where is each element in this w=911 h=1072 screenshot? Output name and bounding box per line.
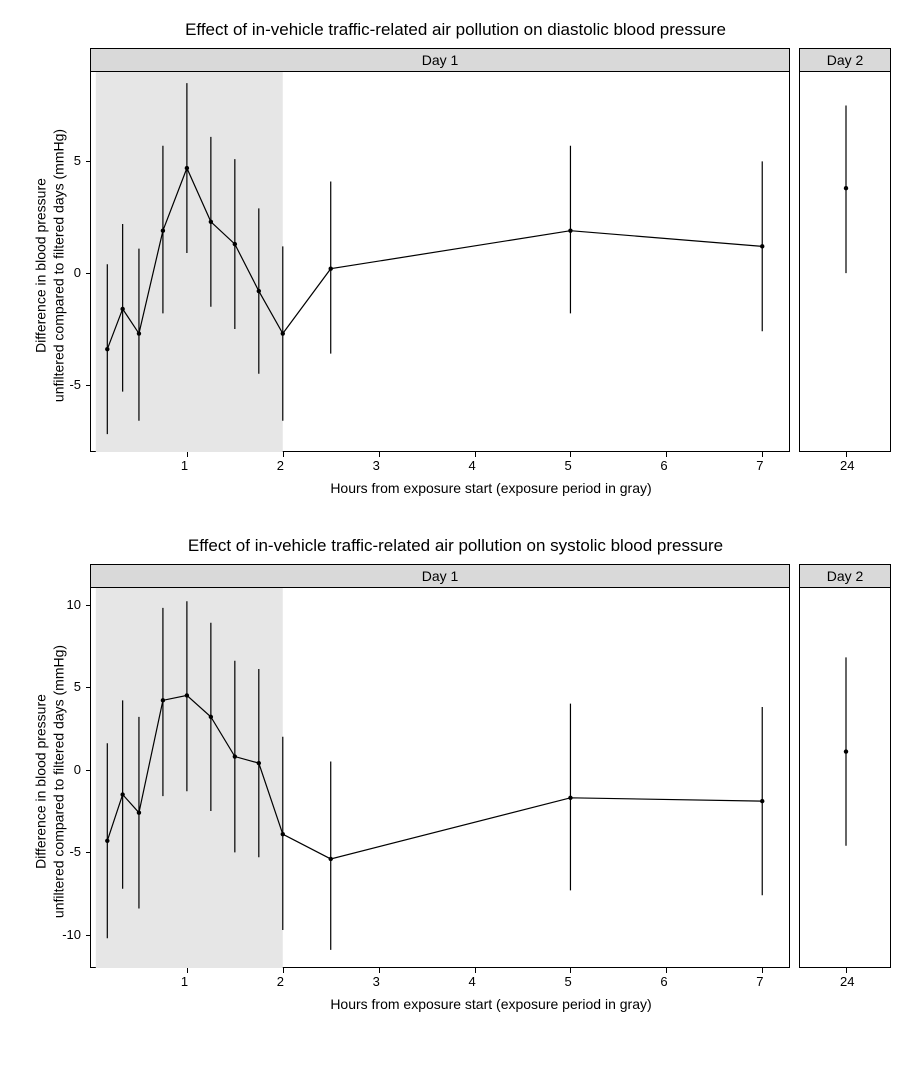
panels-row: Day 11234567-10-50510Day 224 bbox=[90, 564, 891, 968]
plot-svg bbox=[91, 72, 791, 452]
panel-0: Day 11234567-505 bbox=[90, 48, 790, 452]
x-tick-label: 3 bbox=[373, 458, 380, 473]
x-tick-label: 4 bbox=[469, 974, 476, 989]
data-point bbox=[209, 715, 213, 719]
data-point bbox=[105, 347, 109, 351]
data-point bbox=[760, 799, 764, 803]
x-tick-label: 24 bbox=[840, 458, 854, 473]
data-point bbox=[257, 289, 261, 293]
y-axis-label: Difference in blood pressure unfiltered … bbox=[33, 76, 68, 456]
data-point bbox=[281, 832, 285, 836]
x-tick-label: 24 bbox=[840, 974, 854, 989]
exposure-band bbox=[96, 72, 283, 452]
data-point bbox=[185, 166, 189, 170]
panel-strip: Day 1 bbox=[90, 564, 790, 588]
data-point bbox=[844, 186, 848, 190]
exposure-band bbox=[96, 588, 283, 968]
panels-row: Day 11234567-505Day 224 bbox=[90, 48, 891, 452]
data-point bbox=[185, 693, 189, 697]
chart-0: Effect of in-vehicle traffic-related air… bbox=[20, 20, 891, 496]
x-tick-label: 1 bbox=[181, 974, 188, 989]
x-tick-label: 5 bbox=[564, 974, 571, 989]
y-tick-label: 5 bbox=[74, 679, 81, 694]
chart-title: Effect of in-vehicle traffic-related air… bbox=[20, 536, 891, 556]
data-point bbox=[105, 839, 109, 843]
x-tick-label: 4 bbox=[469, 458, 476, 473]
plot-svg bbox=[91, 588, 791, 968]
data-point bbox=[137, 331, 141, 335]
plot-svg bbox=[800, 72, 892, 452]
y-tick-label: 0 bbox=[74, 762, 81, 777]
y-tick-label: -10 bbox=[62, 927, 81, 942]
panel-strip: Day 2 bbox=[799, 48, 891, 72]
x-tick-label: 5 bbox=[564, 458, 571, 473]
panel-strip: Day 2 bbox=[799, 564, 891, 588]
x-tick-label: 6 bbox=[660, 974, 667, 989]
y-tick-label: -5 bbox=[69, 377, 81, 392]
x-tick-label: 2 bbox=[277, 458, 284, 473]
data-point bbox=[161, 229, 165, 233]
y-tick-label: 10 bbox=[67, 597, 81, 612]
y-tick-label: -5 bbox=[69, 844, 81, 859]
data-point bbox=[281, 331, 285, 335]
data-point bbox=[568, 796, 572, 800]
data-point bbox=[233, 754, 237, 758]
y-axis-label: Difference in blood pressure unfiltered … bbox=[33, 592, 68, 972]
data-point bbox=[137, 810, 141, 814]
x-axis-label: Hours from exposure start (exposure peri… bbox=[90, 996, 892, 1012]
data-point bbox=[209, 220, 213, 224]
x-tick-label: 2 bbox=[277, 974, 284, 989]
y-tick-label: 0 bbox=[74, 265, 81, 280]
data-point bbox=[120, 307, 124, 311]
panel-1: Day 224 bbox=[799, 48, 891, 452]
data-point bbox=[329, 857, 333, 861]
data-point bbox=[329, 267, 333, 271]
data-point bbox=[233, 242, 237, 246]
data-point bbox=[844, 749, 848, 753]
data-point bbox=[120, 792, 124, 796]
data-point bbox=[568, 229, 572, 233]
chart-title: Effect of in-vehicle traffic-related air… bbox=[20, 20, 891, 40]
x-tick-label: 3 bbox=[373, 974, 380, 989]
data-point bbox=[257, 761, 261, 765]
x-tick-label: 1 bbox=[181, 458, 188, 473]
data-point bbox=[161, 698, 165, 702]
y-tick-label: 5 bbox=[74, 153, 81, 168]
panel-0: Day 11234567-10-50510 bbox=[90, 564, 790, 968]
x-tick-label: 6 bbox=[660, 458, 667, 473]
panel-1: Day 224 bbox=[799, 564, 891, 968]
x-axis-label: Hours from exposure start (exposure peri… bbox=[90, 480, 892, 496]
chart-1: Effect of in-vehicle traffic-related air… bbox=[20, 536, 891, 1012]
x-tick-label: 7 bbox=[756, 974, 763, 989]
x-tick-label: 7 bbox=[756, 458, 763, 473]
data-point bbox=[760, 244, 764, 248]
plot-svg bbox=[800, 588, 892, 968]
panel-strip: Day 1 bbox=[90, 48, 790, 72]
